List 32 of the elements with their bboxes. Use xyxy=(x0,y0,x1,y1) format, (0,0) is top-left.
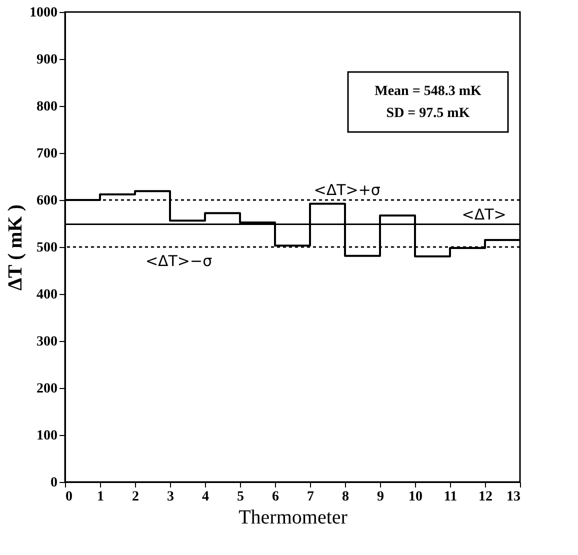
x-tick-label: 5 xyxy=(237,490,244,504)
y-tick-label: 900 xyxy=(36,52,58,68)
x-tick-label: 4 xyxy=(202,490,209,504)
x-tick-label: 0 xyxy=(66,490,72,504)
x-tick-label: 3 xyxy=(167,490,174,504)
x-tick-label: 1 xyxy=(97,490,104,504)
y-tick-label: 500 xyxy=(36,240,58,256)
x-tick-label: 7 xyxy=(307,490,314,504)
y-tick-label: 800 xyxy=(36,100,58,114)
annotation: SD = 97.5 mK xyxy=(386,106,470,121)
ref-line-label: <ΔT>+σ xyxy=(314,181,381,199)
annotation: Mean = 548.3 mK xyxy=(374,84,482,99)
y-tick-label: 400 xyxy=(36,288,58,302)
x-tick-label: 6 xyxy=(272,490,279,504)
x-tick-label: 12 xyxy=(478,490,492,504)
x-tick-label: 13 xyxy=(506,490,520,504)
x-tick-label: 11 xyxy=(444,490,458,504)
y-tick-label: 1000 xyxy=(30,6,58,20)
x-axis-title: Thermometer xyxy=(238,506,348,528)
ref-line-label: <ΔT> xyxy=(462,205,506,224)
y-tick-label: 600 xyxy=(36,194,58,208)
y-tick-label: 700 xyxy=(36,146,58,162)
ref-line-label: <ΔT>−σ xyxy=(145,252,213,270)
y-tick-label: 100 xyxy=(36,428,58,444)
y-tick-label: 200 xyxy=(36,382,58,396)
x-tick-label: 10 xyxy=(408,490,422,504)
y-tick-label: 0 xyxy=(50,476,58,490)
y-axis-title: ΔT ( mK ) xyxy=(4,204,26,291)
x-tick-label: 9 xyxy=(377,490,384,504)
x-tick-label: 8 xyxy=(342,490,349,504)
y-tick-label: 300 xyxy=(36,334,58,350)
x-tick-label: 2 xyxy=(132,490,139,504)
